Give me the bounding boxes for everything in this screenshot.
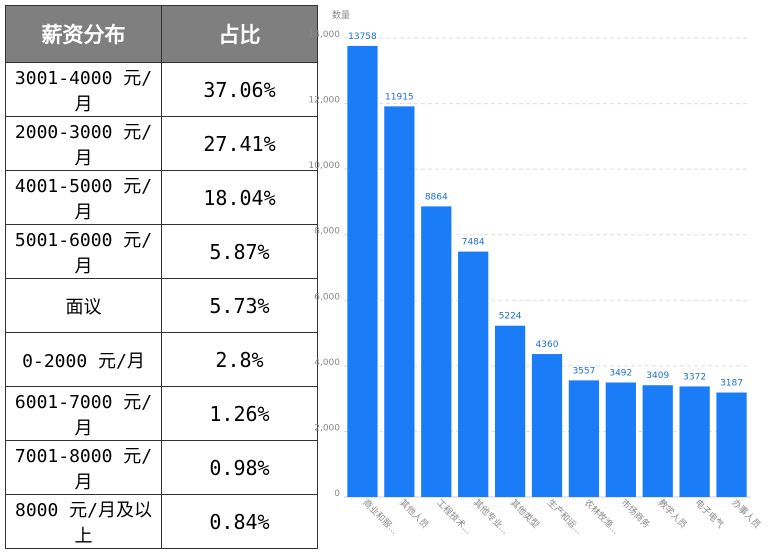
data-label: 3492	[609, 369, 632, 379]
table-cell: 2000-3000 元/月	[5, 116, 162, 171]
salary-table: 薪资分布 占比 3001-4000 元/月 37.06% 2000-3000 元/月 27…	[5, 5, 318, 549]
header-cell: 占比	[161, 5, 318, 63]
x-tick-label: 其他人员	[397, 497, 431, 531]
bar	[531, 354, 563, 497]
bar	[568, 380, 600, 497]
header-row: 薪资分布 占比	[5, 5, 318, 63]
x-tick-label: 办事人员	[729, 497, 763, 531]
table-cell: 5001-6000 元/月	[5, 224, 162, 279]
data-label: 4360	[536, 340, 559, 350]
y-tick-label: 4,000	[314, 358, 340, 368]
y-axis-title: 数量	[332, 9, 350, 21]
bar	[605, 382, 636, 497]
table-cell: 2.8%	[161, 332, 318, 387]
table-cell: 5.87%	[161, 224, 318, 279]
bar	[458, 251, 489, 497]
data-label: 8864	[425, 192, 448, 202]
table-cell: 0.84%	[161, 494, 318, 549]
data-label: 5224	[499, 312, 522, 322]
table-cell: 37.06%	[161, 62, 318, 117]
y-tick-label: 8,000	[314, 227, 340, 237]
x-tick-label: 工程技术...	[434, 497, 474, 537]
bar	[347, 45, 378, 497]
table-row: 3001-4000 元/月 37.06%	[5, 62, 318, 117]
table-cell: 3001-4000 元/月	[5, 62, 162, 117]
bar	[494, 325, 526, 497]
x-tick-label: 其他类型	[508, 497, 542, 531]
data-label: 3557	[572, 366, 595, 376]
table-row: 面议 5.73%	[5, 278, 318, 333]
table-cell: 18.04%	[161, 170, 318, 225]
bar	[642, 385, 673, 497]
y-tick-label: 0	[334, 489, 340, 499]
data-label: 13758	[348, 32, 377, 42]
y-tick-label: 6,000	[314, 292, 340, 302]
y-tick-label: 12,000	[309, 96, 341, 106]
x-tick-label: 教学人员	[656, 497, 690, 531]
y-tick-label: 10,000	[309, 161, 341, 171]
x-tick-label: 市场商务	[619, 497, 653, 531]
bar	[384, 106, 415, 497]
x-tick-label: 生产和运...	[545, 497, 585, 537]
table-cell: 0.98%	[161, 440, 318, 495]
data-label: 3187	[720, 379, 743, 389]
data-label: 3409	[646, 371, 669, 381]
x-tick-label: 其他专业...	[471, 497, 511, 537]
data-label: 7484	[462, 238, 485, 248]
data-label: 11915	[385, 92, 414, 102]
bar	[679, 386, 710, 497]
table-cell: 面议	[5, 278, 162, 333]
header-cell: 薪资分布	[5, 5, 162, 63]
y-tick-label: 14,000	[309, 30, 341, 40]
table-row: 4001-5000 元/月 18.04%	[5, 170, 318, 225]
table-row: 6001-7000 元/月 1.26%	[5, 386, 318, 441]
data-label: 3372	[683, 372, 706, 382]
bar	[716, 392, 747, 497]
table-cell: 6001-7000 元/月	[5, 386, 162, 441]
table-row: 5001-6000 元/月 5.87%	[5, 224, 318, 279]
table-row: 2000-3000 元/月 27.41%	[5, 116, 318, 171]
x-tick-label: 农林牧渔...	[582, 497, 622, 537]
x-tick-label: 电子电气	[693, 497, 727, 531]
bar	[421, 206, 452, 497]
table-cell: 27.41%	[161, 116, 318, 171]
table-row: 8000 元/月及以上 0.84%	[5, 494, 318, 549]
x-tick-label: 商业和服...	[360, 497, 400, 537]
table-cell: 4001-5000 元/月	[5, 170, 162, 225]
y-tick-label: 2,000	[314, 423, 340, 433]
